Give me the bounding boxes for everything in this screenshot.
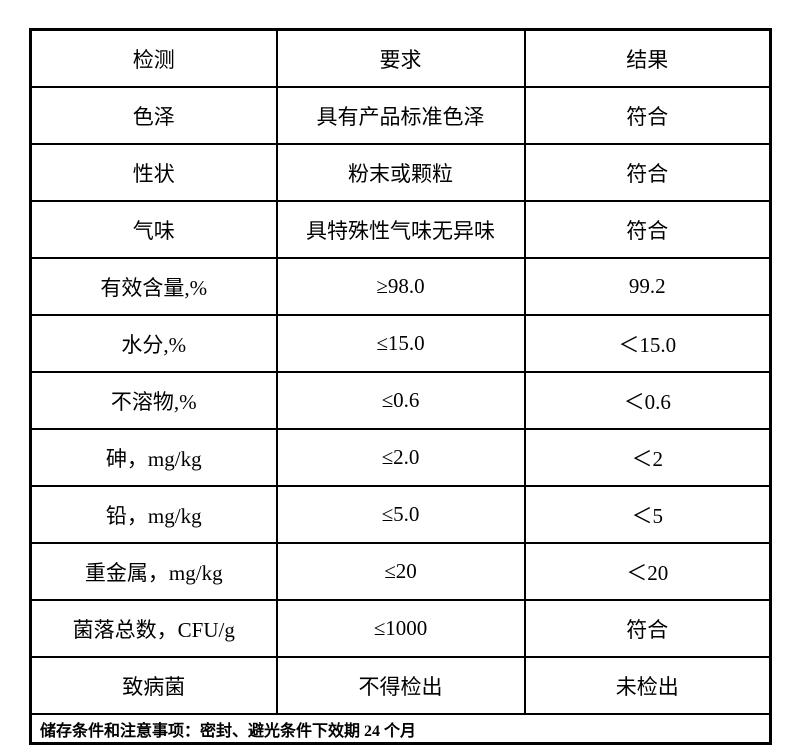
table-row: 水分,% ≤15.0 ＜15.0 (29, 314, 772, 373)
test-name-cell: 气味 (29, 200, 278, 259)
table-row: 性状 粉末或颗粒 符合 (29, 143, 772, 202)
test-name-cell: 色泽 (29, 86, 278, 145)
result-cell: 未检出 (523, 656, 772, 715)
requirement-cell: ≤20 (275, 542, 526, 601)
test-name-cell: 有效含量,% (29, 257, 278, 316)
table-footer: 储存条件和注意事项：密封、避光条件下效期 24 个月 (29, 713, 772, 745)
column-header-test: 检测 (29, 28, 278, 88)
requirement-cell: 具特殊性气味无异味 (275, 200, 526, 259)
inspection-table: 检测 要求 结果 色泽 具有产品标准色泽 符合 性状 粉末或颗粒 符合 气味 具… (29, 28, 772, 745)
test-name-cell: 菌落总数，CFU/g (29, 599, 278, 658)
result-cell: 符合 (523, 599, 772, 658)
table-row: 有效含量,% ≥98.0 99.2 (29, 257, 772, 316)
table-row: 重金属，mg/kg ≤20 ＜20 (29, 542, 772, 601)
result-cell: ＜20 (523, 542, 772, 601)
storage-note: 储存条件和注意事项：密封、避光条件下效期 24 个月 (29, 713, 772, 745)
table-header: 检测 要求 结果 (29, 28, 772, 88)
result-cell: 符合 (523, 86, 772, 145)
requirement-cell: ≤5.0 (275, 485, 526, 544)
table-row: 菌落总数，CFU/g ≤1000 符合 (29, 599, 772, 658)
header-row: 检测 要求 结果 (29, 28, 772, 88)
test-name-cell: 性状 (29, 143, 278, 202)
requirement-cell: 具有产品标准色泽 (275, 86, 526, 145)
requirement-cell: ≥98.0 (275, 257, 526, 316)
test-name-cell: 水分,% (29, 314, 278, 373)
requirement-cell: 粉末或颗粒 (275, 143, 526, 202)
table-row: 不溶物,% ≤0.6 ＜0.6 (29, 371, 772, 430)
table-body: 色泽 具有产品标准色泽 符合 性状 粉末或颗粒 符合 气味 具特殊性气味无异味 … (29, 86, 772, 715)
table-row: 铅，mg/kg ≤5.0 ＜5 (29, 485, 772, 544)
table-row: 致病菌 不得检出 未检出 (29, 656, 772, 715)
test-name-cell: 砷，mg/kg (29, 428, 278, 487)
test-name-cell: 致病菌 (29, 656, 278, 715)
table-row: 色泽 具有产品标准色泽 符合 (29, 86, 772, 145)
test-name-cell: 铅，mg/kg (29, 485, 278, 544)
table-row: 气味 具特殊性气味无异味 符合 (29, 200, 772, 259)
table-row: 砷，mg/kg ≤2.0 ＜2 (29, 428, 772, 487)
result-cell: 99.2 (523, 257, 772, 316)
result-cell: 符合 (523, 200, 772, 259)
requirement-cell: ≤15.0 (275, 314, 526, 373)
result-cell: ＜0.6 (523, 371, 772, 430)
column-header-result: 结果 (523, 28, 772, 88)
requirement-cell: 不得检出 (275, 656, 526, 715)
test-name-cell: 重金属，mg/kg (29, 542, 278, 601)
footer-row: 储存条件和注意事项：密封、避光条件下效期 24 个月 (29, 713, 772, 745)
requirement-cell: ≤2.0 (275, 428, 526, 487)
result-cell: ＜15.0 (523, 314, 772, 373)
result-cell: ＜5 (523, 485, 772, 544)
test-name-cell: 不溶物,% (29, 371, 278, 430)
column-header-requirement: 要求 (275, 28, 526, 88)
result-cell: 符合 (523, 143, 772, 202)
requirement-cell: ≤1000 (275, 599, 526, 658)
requirement-cell: ≤0.6 (275, 371, 526, 430)
result-cell: ＜2 (523, 428, 772, 487)
